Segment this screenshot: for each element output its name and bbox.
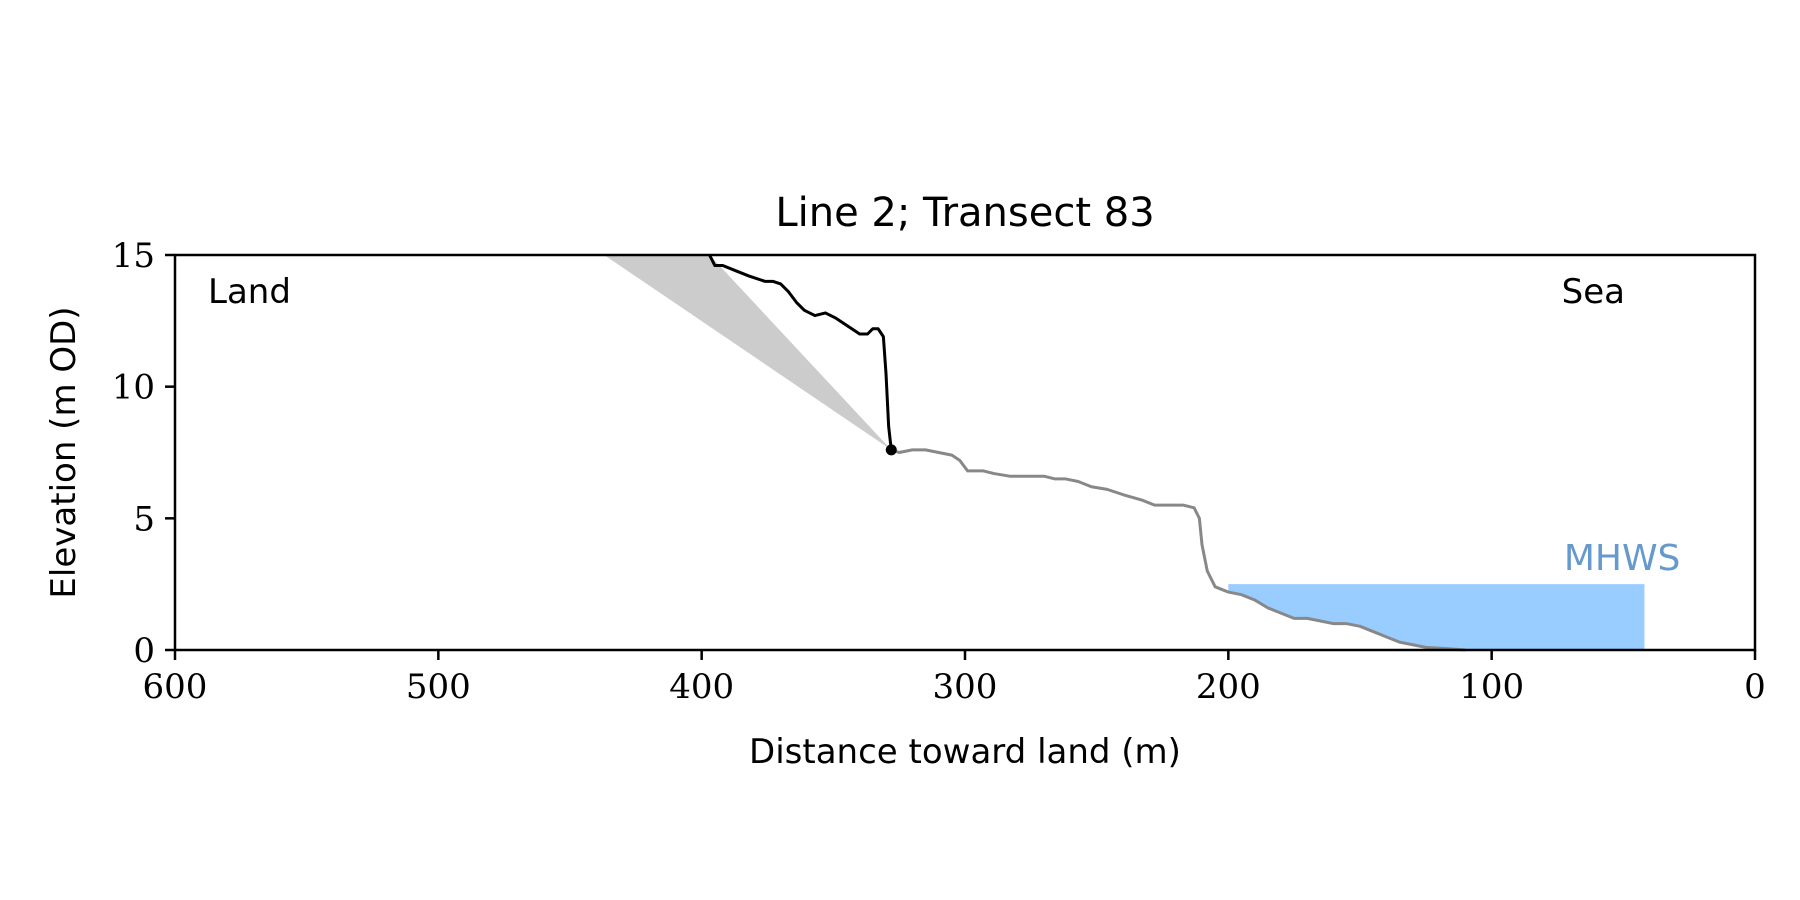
y-axis-label: Elevation (m OD): [44, 306, 84, 598]
mhws-water-area: [1228, 584, 1645, 650]
plot-layer: [604, 254, 1645, 652]
x-tick-label: 500: [406, 667, 471, 707]
x-tick-label: 100: [1459, 667, 1524, 707]
y-tick-label: 10: [112, 368, 155, 408]
sea-label: Sea: [1562, 272, 1625, 312]
x-axis-label: Distance toward land (m): [749, 732, 1181, 772]
series-profile-line: [890, 448, 1466, 652]
cliff-toe-point: [885, 444, 897, 456]
y-tick-label: 15: [112, 236, 155, 276]
mhws-label: MHWS: [1564, 538, 1681, 579]
x-tick-label: 600: [143, 667, 208, 707]
x-tick-label: 400: [669, 667, 734, 707]
cliff-wedge-area: [604, 255, 892, 450]
y-tick-label: 5: [133, 499, 155, 539]
x-tick-label: 300: [933, 667, 998, 707]
series-cliff-line: [708, 254, 893, 451]
land-label: Land: [208, 272, 291, 312]
ticks-layer: 600 500 400 300 200 100 0 0 5 10 15: [112, 236, 1766, 707]
x-tick-label: 0: [1744, 667, 1766, 707]
chart-title: Line 2; Transect 83: [775, 190, 1154, 236]
x-tick-label: 200: [1196, 667, 1261, 707]
y-tick-label: 0: [133, 631, 155, 671]
